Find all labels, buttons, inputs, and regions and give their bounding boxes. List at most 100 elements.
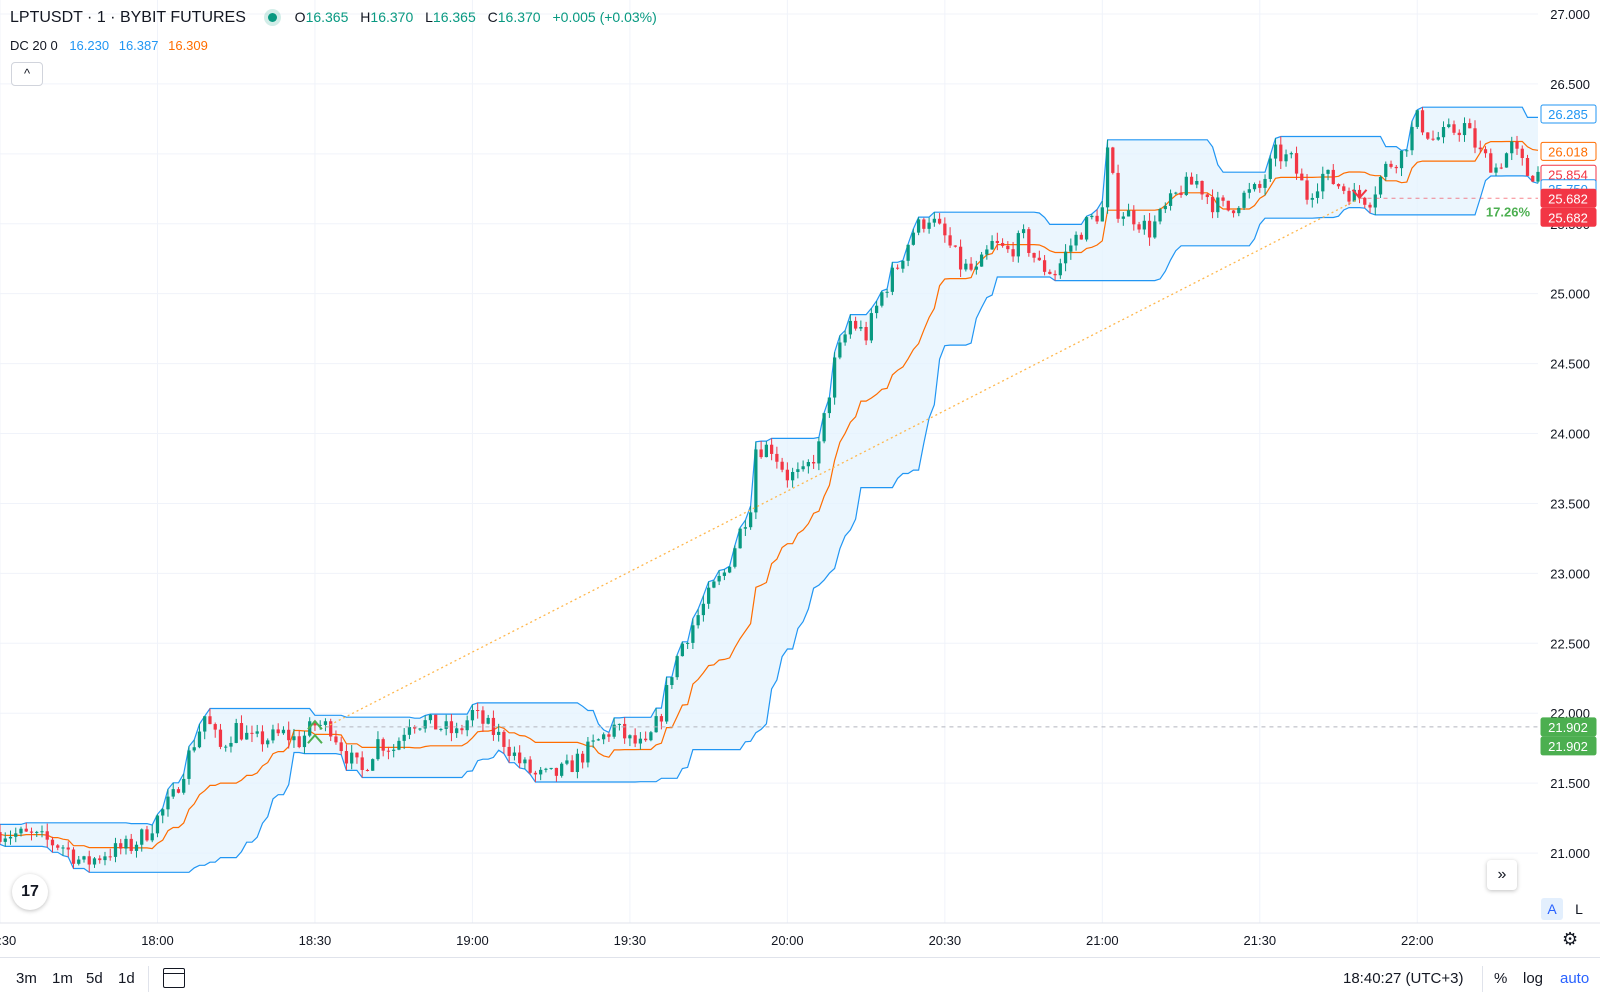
candle[interactable] <box>785 462 789 488</box>
candle[interactable] <box>1294 146 1299 180</box>
candle[interactable] <box>644 731 648 742</box>
candle[interactable] <box>528 756 532 775</box>
candle[interactable] <box>1084 216 1089 242</box>
candle[interactable] <box>853 316 858 331</box>
candle[interactable] <box>1447 118 1451 129</box>
candle[interactable] <box>1074 231 1078 251</box>
candle[interactable] <box>1200 180 1204 200</box>
candle[interactable] <box>1226 200 1230 212</box>
scroll-to-realtime-button[interactable]: » <box>1487 860 1517 890</box>
candle[interactable] <box>1105 139 1110 214</box>
candle[interactable] <box>344 744 349 771</box>
candle[interactable] <box>623 717 627 744</box>
candle[interactable] <box>360 751 364 778</box>
candle[interactable] <box>1420 107 1425 136</box>
candle[interactable] <box>281 726 286 735</box>
candle[interactable] <box>218 723 223 750</box>
candle[interactable] <box>1279 136 1283 170</box>
candle[interactable] <box>822 412 826 444</box>
candle[interactable] <box>423 715 427 733</box>
candle[interactable] <box>40 825 44 838</box>
candle[interactable] <box>1415 109 1419 129</box>
candle[interactable] <box>1441 121 1446 144</box>
candle[interactable] <box>1053 270 1057 281</box>
candle[interactable] <box>8 830 13 845</box>
candle[interactable] <box>733 545 737 569</box>
candle[interactable] <box>990 235 994 250</box>
candle[interactable] <box>24 822 28 832</box>
candle[interactable] <box>738 527 742 549</box>
candle[interactable] <box>649 730 653 742</box>
candle[interactable] <box>276 723 280 737</box>
candle[interactable] <box>1090 213 1094 220</box>
candle[interactable] <box>1006 241 1010 253</box>
candle[interactable] <box>518 745 522 769</box>
candle[interactable] <box>591 734 595 748</box>
candle[interactable] <box>108 848 112 861</box>
candle[interactable] <box>140 828 144 852</box>
candle[interactable] <box>691 618 695 650</box>
candle[interactable] <box>969 257 973 272</box>
range-5d-button[interactable]: 5d <box>86 970 103 987</box>
candle[interactable] <box>696 609 700 629</box>
candle[interactable] <box>239 715 244 741</box>
candle[interactable] <box>1405 149 1409 157</box>
candle[interactable] <box>1158 207 1162 225</box>
candle[interactable] <box>292 728 296 748</box>
candle[interactable] <box>266 738 270 748</box>
candle[interactable] <box>1189 172 1194 185</box>
candle[interactable] <box>1111 146 1115 175</box>
candle[interactable] <box>476 702 480 719</box>
candle[interactable] <box>1462 117 1467 142</box>
candle[interactable] <box>87 850 91 873</box>
candle[interactable] <box>255 724 259 738</box>
candle[interactable] <box>1300 168 1304 181</box>
candle[interactable] <box>82 855 86 863</box>
candle[interactable] <box>1510 136 1514 161</box>
candle[interactable] <box>355 752 359 764</box>
candle[interactable] <box>166 789 170 817</box>
candle[interactable] <box>365 768 370 772</box>
candle[interactable] <box>764 441 769 458</box>
candle[interactable] <box>1504 152 1509 168</box>
auto-scale-button[interactable]: A <box>1541 898 1563 920</box>
candle[interactable] <box>533 770 538 782</box>
candle[interactable] <box>486 714 490 725</box>
candle[interactable] <box>434 714 438 730</box>
candle[interactable] <box>1042 255 1047 276</box>
candle[interactable] <box>1473 120 1477 154</box>
candle[interactable] <box>769 438 774 461</box>
candle[interactable] <box>817 437 821 471</box>
candle[interactable] <box>392 744 396 758</box>
candle[interactable] <box>339 736 343 755</box>
candle[interactable] <box>1032 252 1036 263</box>
candle[interactable] <box>911 228 915 246</box>
candle[interactable] <box>549 767 553 770</box>
candle[interactable] <box>722 569 727 581</box>
candle[interactable] <box>759 441 763 459</box>
candle[interactable] <box>1237 206 1241 217</box>
candle[interactable] <box>103 851 107 866</box>
candle[interactable] <box>1095 209 1099 225</box>
candle[interactable] <box>1289 151 1293 159</box>
candle[interactable] <box>843 330 847 346</box>
candle[interactable] <box>1457 129 1461 142</box>
candle[interactable] <box>1184 172 1188 197</box>
candle[interactable] <box>171 782 175 799</box>
candle[interactable] <box>491 710 496 741</box>
candle[interactable] <box>1384 161 1388 181</box>
candle[interactable] <box>1315 183 1320 204</box>
candle[interactable] <box>1179 185 1183 198</box>
candles[interactable] <box>0 107 1540 873</box>
candle[interactable] <box>659 713 664 730</box>
candle[interactable] <box>1515 135 1519 155</box>
candle[interactable] <box>1205 193 1209 205</box>
candle[interactable] <box>1011 241 1015 262</box>
candle[interactable] <box>134 841 139 858</box>
range-3m-button[interactable]: 3m <box>16 970 37 987</box>
candle[interactable] <box>544 767 548 773</box>
range-1d-button[interactable]: 1d <box>118 970 135 987</box>
candle[interactable] <box>502 729 506 754</box>
candle[interactable] <box>1336 183 1341 189</box>
candle[interactable] <box>560 762 564 778</box>
